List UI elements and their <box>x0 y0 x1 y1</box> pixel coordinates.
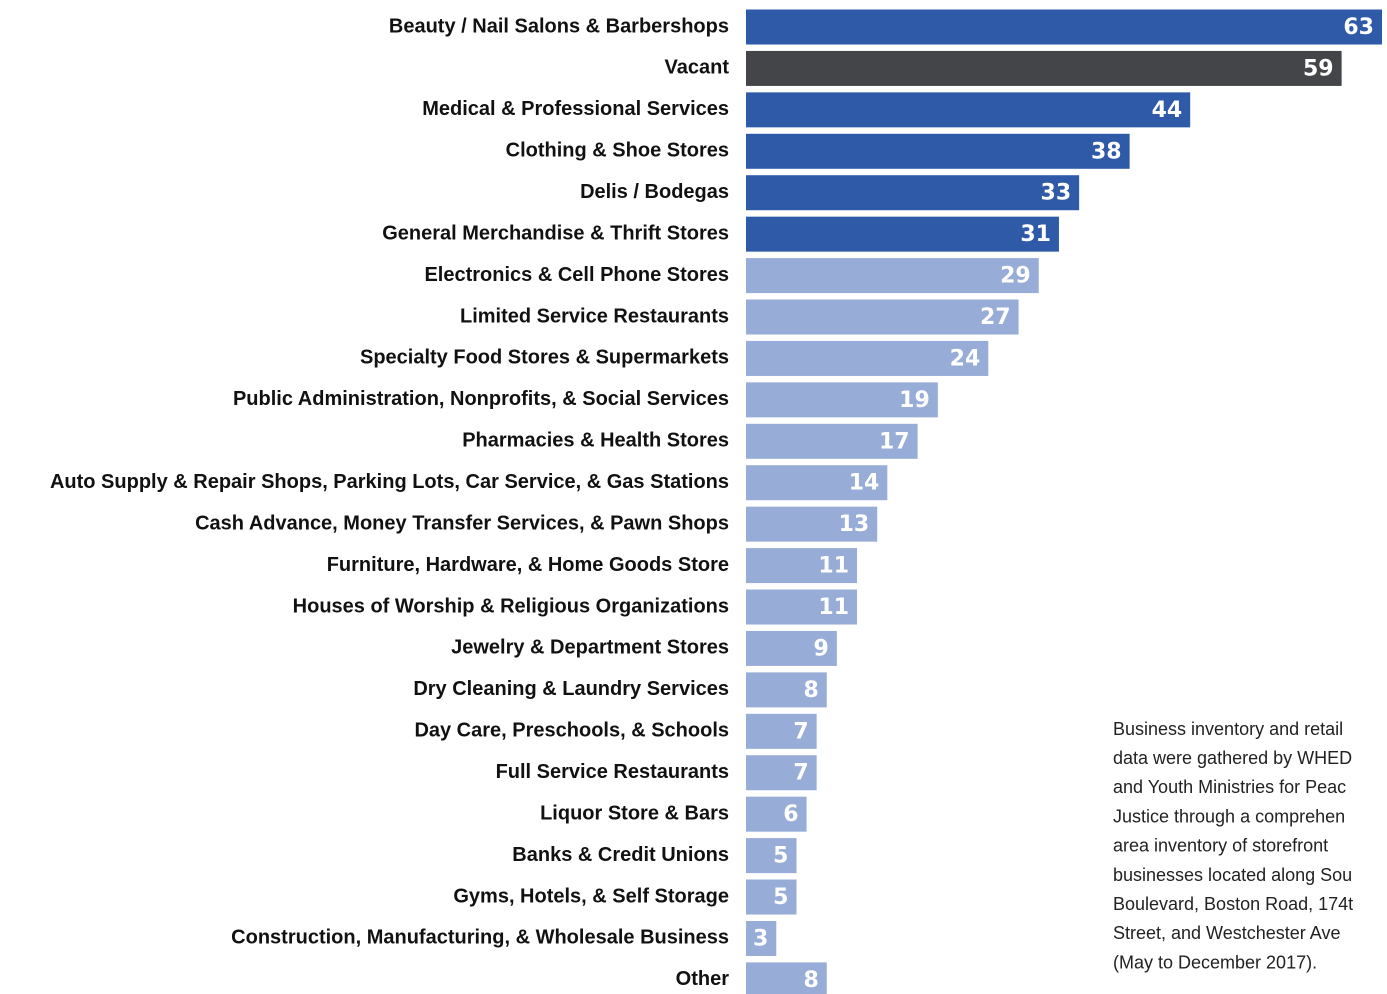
bar <box>746 50 1342 86</box>
bar <box>746 962 827 994</box>
bar <box>746 423 918 459</box>
category-label: Electronics & Cell Phone Stores <box>424 264 729 286</box>
value-label: 31 <box>1020 222 1051 247</box>
category-label: Cash Advance, Money Transfer Services, &… <box>195 512 729 534</box>
bar <box>746 133 1130 169</box>
bar <box>746 589 858 625</box>
category-label: Dry Cleaning & Laundry Services <box>413 678 729 700</box>
annotation-line: Street, and Westchester Ave <box>1113 923 1340 943</box>
value-label: 5 <box>773 885 788 910</box>
bar <box>746 382 938 418</box>
category-label: Clothing & Shoe Stores <box>506 140 729 162</box>
bar <box>746 340 989 376</box>
value-label: 8 <box>803 968 818 993</box>
category-label: General Merchandise & Thrift Stores <box>382 222 729 244</box>
value-label: 38 <box>1091 139 1122 164</box>
value-label: 29 <box>1000 264 1031 289</box>
bar <box>746 9 1382 45</box>
category-label: Specialty Food Stores & Supermarkets <box>360 347 729 369</box>
value-label: 11 <box>818 595 849 620</box>
category-label: Full Service Restaurants <box>496 761 729 783</box>
bar <box>746 548 858 584</box>
category-label: Day Care, Preschools, & Schools <box>414 720 729 742</box>
bar <box>746 216 1059 252</box>
bar <box>746 630 837 666</box>
bar <box>746 672 827 708</box>
value-label: 8 <box>803 678 818 703</box>
value-label: 44 <box>1152 98 1183 123</box>
category-label: Liquor Store & Bars <box>540 802 729 824</box>
annotation-line: data were gathered by WHED <box>1113 748 1352 768</box>
category-label: Auto Supply & Repair Shops, Parking Lots… <box>50 471 729 493</box>
category-label: Gyms, Hotels, & Self Storage <box>453 885 729 907</box>
bar <box>746 299 1019 335</box>
value-label: 9 <box>814 636 829 661</box>
annotation-line: Business inventory and retail <box>1113 719 1343 739</box>
category-label: Furniture, Hardware, & Home Goods Store <box>327 554 729 576</box>
value-label: 27 <box>980 305 1011 330</box>
annotation-line: area inventory of storefront <box>1113 836 1328 856</box>
value-label: 6 <box>783 802 798 827</box>
value-label: 17 <box>879 429 910 454</box>
category-label: Limited Service Restaurants <box>460 305 729 327</box>
bar <box>746 258 1039 294</box>
annotation-line: Boulevard, Boston Road, 174t <box>1113 894 1353 914</box>
annotation-line: (May to December 2017). <box>1113 952 1317 972</box>
category-label: Delis / Bodegas <box>580 181 729 203</box>
category-label: Houses of Worship & Religious Organizati… <box>293 595 729 617</box>
value-label: 19 <box>899 388 930 413</box>
bar <box>746 175 1080 211</box>
category-label: Jewelry & Department Stores <box>451 637 729 659</box>
bar <box>746 755 817 791</box>
value-label: 14 <box>849 471 880 496</box>
bar <box>746 879 797 915</box>
bar <box>746 920 777 956</box>
bar <box>746 465 888 501</box>
value-label: 7 <box>793 719 808 744</box>
category-label: Pharmacies & Health Stores <box>462 430 729 452</box>
category-label: Vacant <box>665 57 730 79</box>
value-label: 7 <box>793 761 808 786</box>
category-label: Other <box>676 968 730 990</box>
category-label: Public Administration, Nonprofits, & Soc… <box>233 388 729 410</box>
value-label: 5 <box>773 844 788 869</box>
value-label: 3 <box>753 926 768 951</box>
bar <box>746 92 1191 128</box>
value-label: 24 <box>950 346 981 371</box>
value-label: 13 <box>839 512 870 537</box>
value-label: 59 <box>1303 56 1334 81</box>
annotation-line: businesses located along Sou <box>1113 865 1352 885</box>
category-label: Construction, Manufacturing, & Wholesale… <box>231 927 729 949</box>
bar <box>746 796 807 832</box>
annotation-line: and Youth Ministries for Peac <box>1113 777 1346 797</box>
value-label: 33 <box>1041 181 1072 206</box>
bar <box>746 838 797 874</box>
bar <box>746 713 817 749</box>
annotation-line: Justice through a comprehen <box>1113 806 1345 826</box>
bar <box>746 506 878 542</box>
category-label: Beauty / Nail Salons & Barbershops <box>389 15 729 37</box>
value-label: 63 <box>1343 15 1374 40</box>
category-label: Banks & Credit Unions <box>512 844 729 866</box>
category-label: Medical & Professional Services <box>422 98 729 120</box>
value-label: 11 <box>818 554 849 579</box>
